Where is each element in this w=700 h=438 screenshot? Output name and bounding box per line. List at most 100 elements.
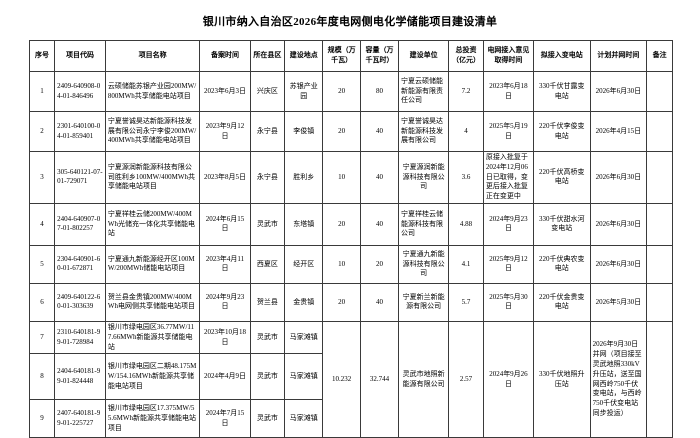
table-cell-merged: 32.744 — [360, 320, 400, 438]
table-cell-merged — [646, 320, 673, 438]
table-row: 序号 项目代码 项目名称 备案时间 所在县区 建设地点 规模（万千瓦） 容量（万千瓦时） 建设单… — [28, 40, 673, 72]
table-cell: 马家滩镇 — [284, 399, 324, 438]
column-header: 容量（万千瓦时） — [360, 40, 400, 72]
table-cell: 20 — [322, 282, 362, 322]
table-cell: 40 — [360, 202, 400, 246]
table-cell-merged: 10.232 — [322, 320, 362, 438]
table-cell: 2024年9月23日 — [482, 202, 535, 246]
table-cell: 2023年6月18日 — [482, 71, 535, 112]
table-cell: 2025年5月30日 — [482, 282, 535, 322]
table-cell: 2404-640181-99-01-824448 — [54, 353, 106, 401]
column-header: 序号 — [28, 40, 56, 72]
table-cell-merged: 灵武市地照新能源有限公司 — [398, 320, 450, 438]
table-cell: 4 — [28, 202, 56, 246]
table-cell — [646, 244, 673, 284]
table-cell-merged: 330千伏地照升压站 — [533, 320, 591, 438]
column-header: 所在县区 — [249, 40, 286, 72]
table-cell: 6 — [28, 282, 56, 322]
projects-table: 序号 项目代码 项目名称 备案时间 所在县区 建设地点 规模（万千瓦） 容量（万千瓦时） 建设单… — [28, 40, 673, 438]
table-cell: 2023年8月5日 — [199, 151, 251, 204]
table-cell: 2409-640122-60-01-303639 — [54, 282, 106, 322]
table-cell: 宁夏新兰新能源有限公司 — [398, 282, 450, 322]
column-header: 备案时间 — [199, 40, 251, 72]
table-cell: 1 — [28, 71, 56, 112]
table-cell: 2025年5月19日 — [482, 111, 535, 152]
table-cell: 2404-640907-07-01-802257 — [54, 202, 106, 246]
table-cell: 220千伏高桥变电站 — [533, 151, 591, 204]
table-cell: 5 — [28, 244, 56, 284]
column-header: 计划并网时间 — [589, 40, 648, 72]
table-cell: 宁夏通九新能源经开区100MW/200MWh储能电站项目 — [104, 244, 201, 284]
table-cell: 40 — [360, 151, 400, 204]
table-cell: 贺兰县金贵镇200MW/400MWh电网侧共享储能电站项目 — [104, 282, 201, 322]
table-cell: 马家滩镇 — [284, 353, 324, 401]
table-cell: 银川市绿电园区36.77MW/117.66MWh新能源共享储能电站 — [104, 320, 201, 355]
table-cell: 西夏区 — [249, 244, 286, 284]
table-cell: 宁夏祥桂云储能源科技有限公司 — [398, 202, 450, 246]
table-cell: 2024年4月9日 — [199, 353, 251, 401]
table-cell: 10 — [322, 151, 362, 204]
column-header: 电网接入意见取得时间 — [482, 40, 535, 72]
table-cell: 宁夏祥桂云储200MW/400MWh光储充一体化共享储能电站 — [104, 202, 201, 246]
table-cell: 9 — [28, 399, 56, 438]
table-cell: 东塔镇 — [284, 202, 324, 246]
table-cell: 灵武市 — [249, 399, 286, 438]
table-cell — [646, 282, 673, 322]
table-cell: 2 — [28, 111, 56, 152]
table-cell: 2023年9月12日 — [199, 111, 251, 152]
table-cell: 灵武市 — [249, 202, 286, 246]
table-cell: 金贵镇 — [284, 282, 324, 322]
table-cell: 2025年9月12日 — [482, 244, 535, 284]
table-cell: 5.7 — [448, 282, 484, 322]
table-cell: 银川市绿电园区17.375MW/55.6MWh新能源共享储能电站项目 — [104, 399, 201, 438]
table-cell: 40 — [360, 111, 400, 152]
table-cell: 2026年4月15日 — [589, 111, 648, 152]
table-cell: 330千伏甜水河变电站 — [533, 202, 591, 246]
table-cell: 宁夏誉诚昊达新能源科技发展有限公司永宁李俊200MW/400MWh共享储能电站项… — [104, 111, 201, 152]
table-cell: 220千伏金贵变电站 — [533, 282, 591, 322]
table-cell: 宁夏通九新能源科技有限公司 — [398, 244, 450, 284]
table-row: 4 2404-640907-07-01-802257 宁夏祥桂云储200MW/400… — [28, 202, 673, 246]
table-cell: 2024年9月23日 — [199, 282, 251, 322]
table-cell: 20 — [322, 202, 362, 246]
table-cell: 2026年6月30日 — [589, 151, 648, 204]
table-cell: 8 — [28, 353, 56, 401]
table-cell: 2407-640181-99-01-225727 — [54, 399, 106, 438]
table-cell: 2023年10月18日 — [199, 320, 251, 355]
column-header: 拟接入变电站 — [533, 40, 591, 72]
column-header: 建设单位 — [398, 40, 450, 72]
table-cell: 4.88 — [448, 202, 484, 246]
table-cell: 2026年6月30日 — [589, 202, 648, 246]
table-header-row: 序号 项目代码 项目名称 备案时间 所在县区 建设地点 规模（万千瓦） 容量（万千瓦时） 建设单… — [28, 40, 673, 72]
table-cell: 2026年5月30日 — [589, 282, 648, 322]
table-cell: 2304-640901-60-01-672871 — [54, 244, 106, 284]
table-cell: 灵武市 — [249, 353, 286, 401]
table-cell: 20 — [360, 244, 400, 284]
table-cell: 苏银产业园 — [284, 71, 324, 112]
table-cell: 永宁县 — [249, 111, 286, 152]
table-cell: 305-640121-07-01-729071 — [54, 151, 106, 204]
table-row: 2 2301-640100-04-01-859401 宁夏誉诚昊达新能源科技发展有限… — [28, 111, 673, 152]
table-cell: 10 — [322, 244, 362, 284]
column-header: 总投资（亿元） — [448, 40, 484, 72]
table-cell: 马家滩镇 — [284, 320, 324, 355]
table-body: 1 2409-640908-04-01-846496 云硕储能苏银产业园200MW/… — [28, 71, 673, 438]
table-cell: 2023年6月3日 — [199, 71, 251, 112]
table-cell — [646, 151, 673, 204]
table-cell: 40 — [360, 282, 400, 322]
table-cell: 银川市绿电园区二期48.175MW/154.16MWh新能源共享储能电站项目 — [104, 353, 201, 401]
table-row: 3 305-640121-07-01-729071 宁夏源润新能源科技有限公司胜利乡… — [28, 151, 673, 204]
table-row: 6 2409-640122-60-01-303639 贺兰县金贵镇200MW/400… — [28, 282, 673, 322]
table-cell: 宁夏誉诚昊达新能源科技发展有限公司 — [398, 111, 450, 152]
table-cell: 云硕储能苏银产业园200MW/800MWh共享储能电站项目 — [104, 71, 201, 112]
table-cell: 20 — [322, 111, 362, 152]
table-cell: 兴庆区 — [249, 71, 286, 112]
table-cell: 80 — [360, 71, 400, 112]
table-cell: 胜利乡 — [284, 151, 324, 204]
table-cell: 7.2 — [448, 71, 484, 112]
table-cell: 20 — [322, 71, 362, 112]
table-row: 5 2304-640901-60-01-672871 宁夏通九新能源经开区100MW… — [28, 244, 673, 284]
column-header: 规模（万千瓦） — [322, 40, 362, 72]
table-cell: 宁夏源润新能源科技有限公司 — [398, 151, 450, 204]
table-cell: 2026年6月30日 — [589, 71, 648, 112]
